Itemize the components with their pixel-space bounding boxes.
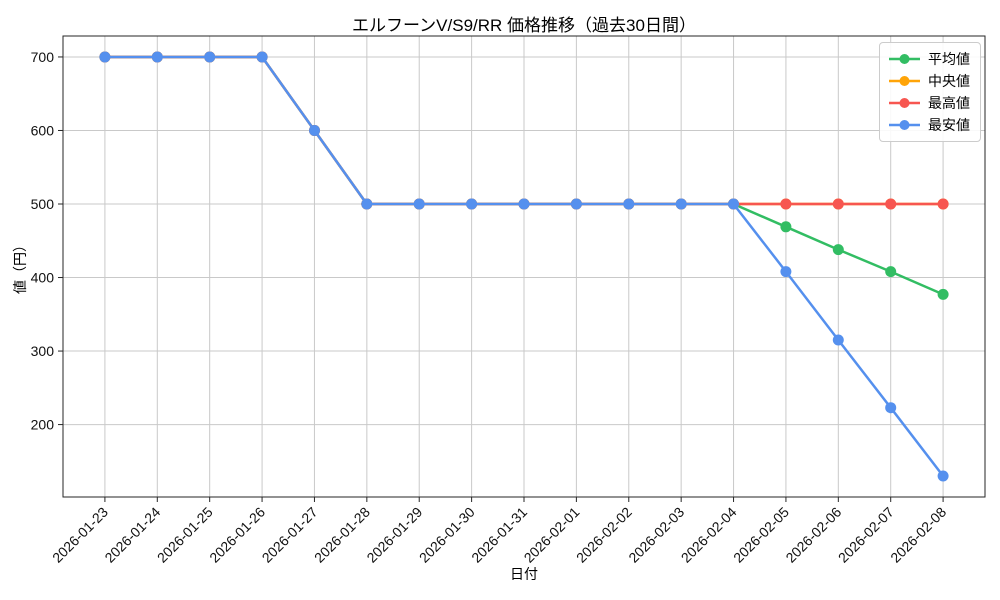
- chart-title: エルフーンV/S9/RR 価格推移（過去30日間）: [352, 16, 696, 35]
- series-marker-min: [780, 266, 792, 278]
- series-marker-average: [885, 266, 897, 278]
- series-marker-average: [937, 288, 949, 300]
- legend-item-average: 平均値: [888, 49, 970, 69]
- series-marker-max: [885, 198, 897, 210]
- series-marker-min: [309, 125, 320, 136]
- legend-label: 中央値: [928, 73, 970, 89]
- legend-label: 最高値: [928, 95, 970, 111]
- series-marker-min: [728, 198, 739, 210]
- legend-marker-icon: [889, 98, 920, 108]
- y-tick-label: 600: [31, 122, 55, 138]
- x-tick-label: 2026-02-07: [835, 504, 897, 566]
- x-tick-label: 2026-01-29: [363, 504, 425, 566]
- legend-marker-icon: [889, 54, 920, 64]
- series-marker-min: [832, 334, 844, 346]
- legend-label: 最安値: [928, 117, 970, 133]
- series-marker-min: [466, 198, 478, 210]
- y-tick-label: 300: [31, 343, 55, 359]
- series-marker-max: [780, 198, 792, 210]
- x-tick-label: 2026-02-05: [730, 504, 792, 566]
- series-marker-min: [99, 51, 111, 63]
- series-marker-min: [623, 198, 635, 210]
- series-marker-min: [885, 402, 897, 414]
- legend: 平均値中央値最高値最安値: [879, 42, 981, 142]
- x-tick-label: 2026-02-03: [625, 504, 687, 566]
- series-marker-min: [570, 198, 582, 210]
- legend-dot: [899, 76, 910, 86]
- series-marker-max: [832, 198, 844, 210]
- x-tick-label: 2026-01-25: [154, 504, 216, 566]
- x-tick-label: 2026-02-01: [521, 504, 583, 566]
- y-tick-label: 200: [31, 417, 55, 433]
- series-marker-average: [780, 221, 792, 233]
- series-marker-min: [151, 51, 163, 63]
- x-axis-label: 日付: [510, 566, 538, 582]
- x-tick-label: 2026-02-06: [782, 504, 844, 566]
- y-axis-label: 値（円）: [12, 238, 28, 294]
- y-tick-label: 500: [31, 196, 55, 212]
- x-tick-label: 2026-02-02: [573, 504, 635, 566]
- series-marker-min: [413, 198, 425, 210]
- series-marker-min: [361, 198, 373, 210]
- legend-marker-icon: [889, 76, 920, 86]
- legend-dot: [899, 120, 910, 130]
- x-tick-label: 2026-02-08: [887, 504, 949, 566]
- legend-dot: [899, 54, 910, 64]
- x-tick-label: 2026-01-27: [259, 504, 321, 566]
- y-tick-label: 700: [31, 49, 55, 65]
- x-tick-label: 2026-02-04: [678, 504, 740, 566]
- series-marker-min: [937, 470, 949, 482]
- series-marker-min: [675, 198, 687, 210]
- series-marker-min: [256, 51, 268, 63]
- legend-item-median: 中央値: [888, 71, 970, 91]
- series-marker-max: [937, 198, 949, 210]
- x-tick-label: 2026-01-30: [416, 504, 478, 566]
- x-tick-label: 2026-01-26: [206, 504, 268, 566]
- series-marker-min: [204, 51, 216, 63]
- series-marker-average: [832, 244, 844, 256]
- x-tick-label: 2026-01-24: [101, 504, 163, 566]
- x-tick-label: 2026-01-23: [49, 504, 111, 566]
- x-tick-label: 2026-01-28: [311, 504, 373, 566]
- y-tick-label: 400: [31, 270, 55, 286]
- legend-item-min: 最安値: [888, 115, 970, 135]
- legend-item-max: 最高値: [888, 93, 970, 113]
- legend-dot: [899, 98, 910, 108]
- legend-marker-icon: [889, 120, 920, 130]
- x-tick-label: 2026-01-31: [468, 504, 530, 566]
- legend-label: 平均値: [928, 51, 970, 67]
- series-marker-min: [518, 198, 530, 210]
